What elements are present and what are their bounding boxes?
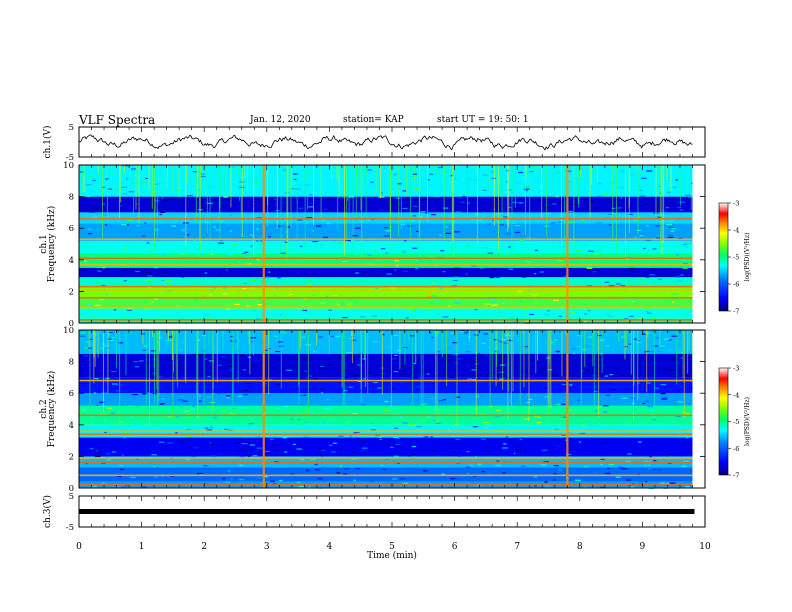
spectrogram-ch2-ylabel: ch.2 (39, 399, 49, 418)
x-tick-label: 1 (139, 542, 145, 552)
station-label: station= KAP (343, 115, 404, 125)
spectrogram-ch2-colorbar-label: log(PSD)(V²/Hz) (744, 397, 751, 446)
spectrogram-ch2-ytick-label: 2 (69, 452, 74, 462)
x-tick-label: 5 (389, 542, 395, 552)
spectrogram-ch1-line-4 (79, 285, 693, 288)
waveform-ch3-ytick-label: -5 (66, 523, 74, 533)
spectrogram-ch1-line-8 (79, 217, 693, 220)
waveform-ch3-trace (79, 509, 695, 514)
spectrogram-ch2-band-6 (79, 393, 693, 406)
date-label: Jan. 12, 2020 (250, 115, 311, 125)
spectrogram-ch2-ytick-label: 6 (69, 389, 74, 399)
waveform-ch1-ytick-label: -5 (66, 153, 74, 163)
start-time-label: start UT = 19: 50: 1 (437, 115, 529, 125)
waveform-ch1-ytick-label: 5 (69, 123, 74, 133)
spectrogram-ch1-band-6 (79, 253, 693, 268)
spectrogram-ch1-colorbar-tick: -7 (733, 308, 739, 316)
spectrogram-ch1-burst-1 (566, 165, 569, 323)
spectrogram-ch2-line-4 (79, 433, 693, 436)
spectrogram-ch1-colorbar-label: log(PSD)(V²/Hz) (744, 233, 751, 282)
spectrogram-ch2-colorbar-tick: -7 (733, 472, 739, 480)
spectrogram-ch1-line-6 (79, 257, 693, 260)
x-axis-label: Time (min) (367, 550, 417, 561)
spectrogram-ch2-line-0 (79, 484, 693, 486)
spectrogram-ch1-ytick-label: 4 (69, 256, 74, 266)
spectrogram-ch1-line-2 (79, 296, 693, 299)
spectrogram-ch1-line-5 (79, 263, 693, 266)
spectrogram-ch2-line-5 (79, 430, 693, 432)
spectrogram-ch2-nodata (692, 330, 705, 488)
spectrogram-ch2-line-1 (79, 474, 693, 477)
spectrogram-ch2-line-2 (79, 461, 693, 464)
spectrogram-ch2-colorbar-tick: -5 (733, 418, 739, 426)
waveform-ch3-ylabel: ch.3(V) (42, 495, 53, 528)
x-tick-label: 9 (640, 542, 646, 552)
x-tick-label: 3 (264, 542, 270, 552)
spectrogram-ch1-ytick-label: 0 (69, 319, 74, 329)
spectrogram-ch1-line-0 (79, 319, 693, 321)
x-tick-label: 6 (452, 542, 458, 552)
spectrogram-ch2-ytick-label: 10 (63, 326, 74, 336)
spectrogram-ch2-colorbar (718, 367, 729, 476)
spectrogram-ch2-band-3 (79, 437, 693, 457)
spectrogram-ch2-line-3 (79, 457, 693, 459)
x-tick-label: 7 (514, 542, 520, 552)
waveform-ch3-ytick-label: 5 (69, 492, 74, 502)
spectrogram-ch1-colorbar-tick: -4 (733, 227, 739, 235)
spectrogram-ch2-ylabel: Frequency (kHz) (46, 371, 57, 448)
spectrogram-ch1-band-11 (79, 165, 693, 197)
spectrogram-ch1-colorbar-tick: -6 (733, 281, 739, 289)
spectrogram-ch2-colorbar-tick: -3 (733, 365, 739, 373)
spectrogram-ch1-line-7 (79, 238, 693, 241)
spectrogram-ch2-band-8 (79, 353, 693, 378)
waveform-ch1-trace (78, 134, 693, 151)
spectrogram-ch1-line-3 (79, 289, 693, 291)
spectrogram-ch1-colorbar-tick: -3 (733, 200, 739, 208)
spectrogram-ch1-ytick-label: 2 (69, 287, 74, 297)
chart-title: VLF Spectra (79, 113, 156, 127)
spectrogram-ch1-line-1 (79, 306, 693, 308)
waveform-ch1-ylabel: ch.1(V) (42, 126, 53, 159)
spectrogram-ch2-colorbar-tick: -4 (733, 391, 739, 399)
spectrogram-ch2-ytick-label: 4 (69, 421, 74, 431)
spectrogram-ch1-band-3 (79, 286, 693, 298)
x-tick-label: 0 (76, 542, 82, 552)
x-tick-label: 4 (327, 542, 333, 552)
spectrogram-ch2-burst-1 (566, 330, 569, 488)
x-tick-label: 10 (699, 542, 711, 552)
spectrogram-ch2-burst-0 (262, 330, 265, 488)
spectrogram-ch2-sferics (88, 330, 693, 425)
spectrogram-ch1-colorbar (718, 202, 729, 312)
spectrogram-ch1-nodata (692, 165, 705, 323)
spectrogram-ch1-colorbar-tick: -5 (733, 254, 739, 262)
spectrogram-ch2-line-6 (79, 414, 693, 417)
spectrogram-ch1-ytick-label: 8 (69, 193, 74, 203)
spectrogram-ch1-band-5 (79, 267, 693, 278)
spectrogram-ch1-ytick-label: 6 (69, 224, 74, 234)
x-tick-label: 8 (577, 542, 583, 552)
spectrogram-ch1-sferics (81, 165, 692, 260)
spectrogram-ch1-ylabel: ch.1 (39, 234, 49, 253)
spectrogram-ch2-ytick-label: 0 (69, 484, 74, 494)
spectrogram-ch2-band-9 (79, 330, 693, 354)
spectrogram-ch1-band-8 (79, 223, 693, 241)
spectrogram-ch1-ytick-label: 10 (63, 161, 74, 171)
spectrogram-ch2-ytick-label: 8 (69, 358, 74, 368)
spectrogram-ch1-band-1 (79, 308, 693, 319)
spectrogram-ch1-ylabel: Frequency (kHz) (46, 206, 57, 283)
spectrogram-ch1-burst-0 (262, 165, 265, 323)
spectrogram-ch2-line-7 (79, 379, 693, 382)
spectrogram-ch1-band-2 (79, 297, 693, 309)
x-tick-label: 2 (201, 542, 207, 552)
spectrogram-ch2-colorbar-tick: -6 (733, 445, 739, 453)
